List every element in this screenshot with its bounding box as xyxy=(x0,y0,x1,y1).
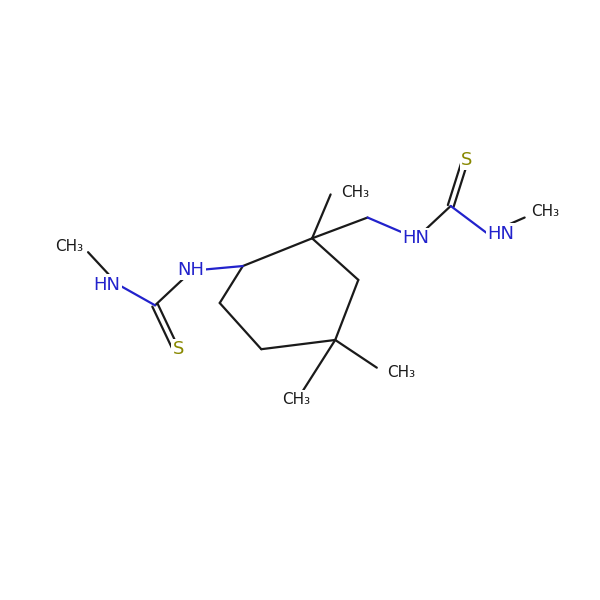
Text: CH₃: CH₃ xyxy=(341,185,369,200)
Text: HN: HN xyxy=(488,224,515,242)
Text: CH₃: CH₃ xyxy=(282,392,310,407)
Text: HN: HN xyxy=(403,229,430,247)
Text: CH₃: CH₃ xyxy=(55,239,83,254)
Text: HN: HN xyxy=(94,275,121,293)
Text: CH₃: CH₃ xyxy=(532,205,560,220)
Text: CH₃: CH₃ xyxy=(387,365,415,380)
Text: S: S xyxy=(461,151,473,169)
Text: S: S xyxy=(172,340,184,358)
Text: NH: NH xyxy=(178,261,205,279)
